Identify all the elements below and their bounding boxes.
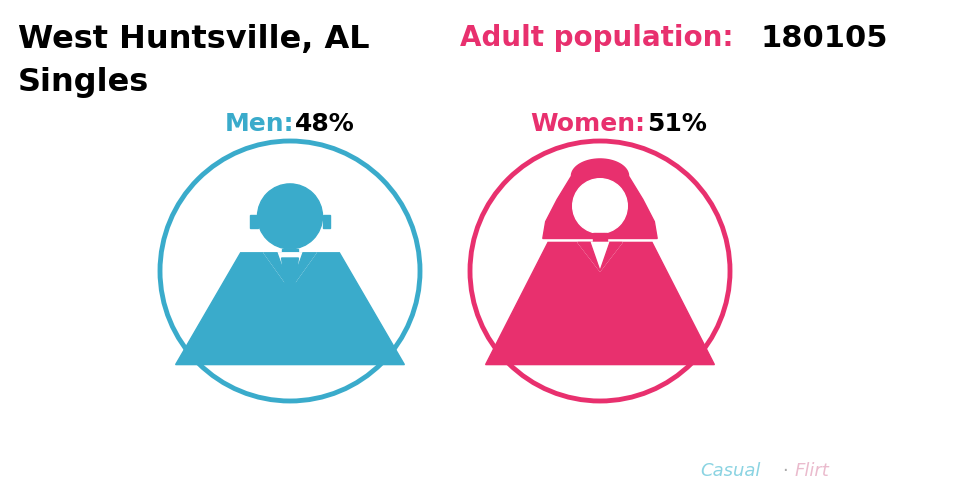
Polygon shape	[578, 243, 600, 272]
Circle shape	[257, 184, 323, 249]
Polygon shape	[290, 254, 316, 290]
Text: Flirt: Flirt	[795, 461, 829, 479]
Bar	[251, 215, 257, 228]
Polygon shape	[264, 254, 316, 290]
Polygon shape	[176, 254, 404, 365]
Text: ·: ·	[782, 461, 788, 479]
Polygon shape	[281, 259, 299, 308]
Bar	[593, 234, 607, 243]
Polygon shape	[264, 254, 290, 290]
Text: Adult population:: Adult population:	[460, 24, 733, 52]
Polygon shape	[578, 243, 622, 272]
Text: Casual: Casual	[700, 461, 760, 479]
Bar	[282, 249, 298, 254]
Bar	[323, 215, 329, 228]
Text: 180105: 180105	[760, 24, 887, 53]
Text: Singles: Singles	[18, 67, 149, 98]
Polygon shape	[542, 160, 658, 239]
Text: 51%: 51%	[647, 112, 707, 136]
Polygon shape	[486, 243, 714, 365]
Text: Women:: Women:	[530, 112, 645, 136]
Text: West Huntsville, AL: West Huntsville, AL	[18, 24, 370, 55]
Circle shape	[573, 179, 627, 234]
Polygon shape	[600, 243, 622, 272]
Text: Men:: Men:	[225, 112, 295, 136]
Text: 48%: 48%	[295, 112, 355, 136]
